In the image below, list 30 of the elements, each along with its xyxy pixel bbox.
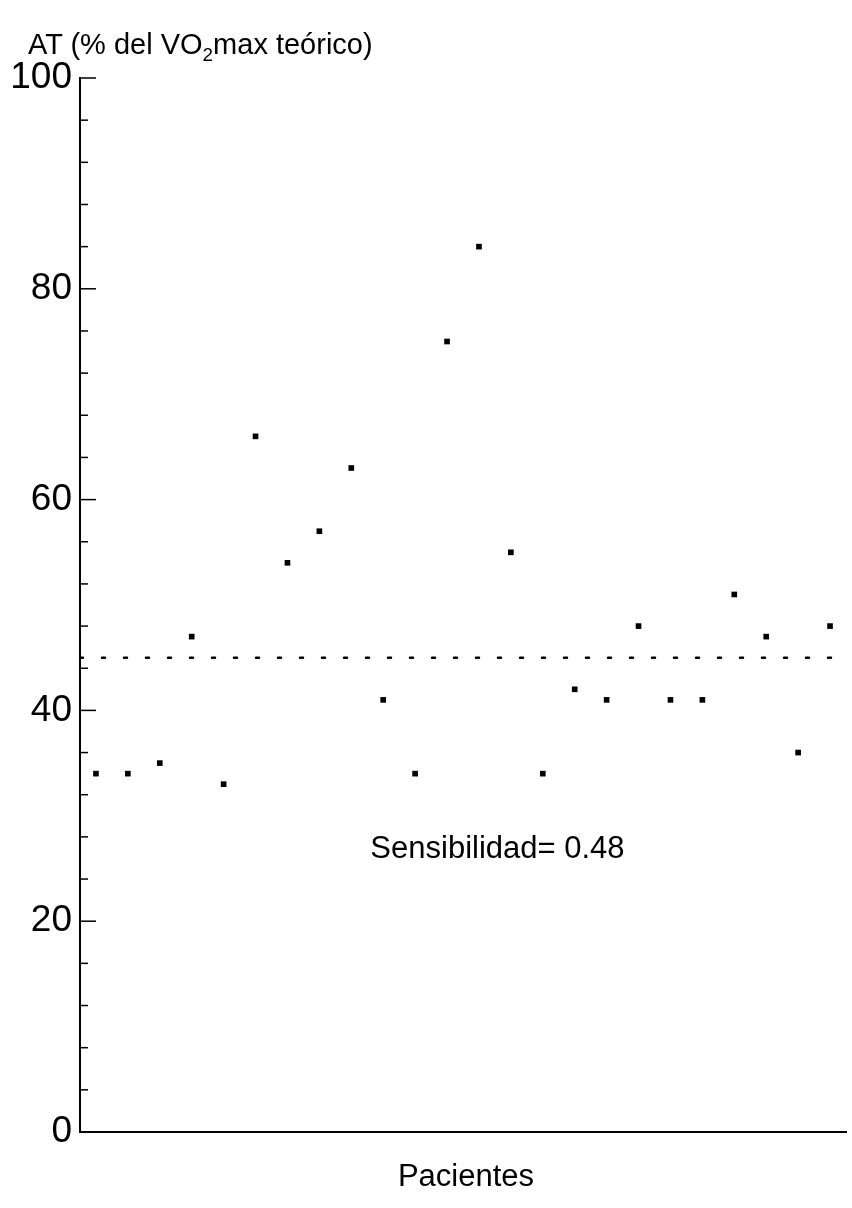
y-tick-label: 0	[51, 1109, 72, 1151]
point	[284, 560, 291, 566]
point	[667, 697, 674, 703]
y-tick-label: 40	[30, 687, 72, 729]
point	[380, 697, 387, 703]
point	[220, 781, 227, 788]
point	[188, 633, 195, 640]
point	[731, 591, 738, 598]
x-axis-title: Pacientes	[396, 1158, 536, 1194]
y-tick-label: 20	[30, 898, 72, 940]
point	[348, 465, 355, 471]
point	[795, 749, 801, 756]
point	[156, 760, 163, 766]
point	[603, 697, 610, 703]
y-tick-label: 60	[30, 476, 72, 518]
point	[763, 633, 770, 640]
point	[476, 243, 482, 250]
point	[571, 686, 578, 693]
point	[444, 338, 450, 345]
point	[508, 549, 514, 556]
point	[699, 697, 706, 703]
y-tick-label: 80	[30, 266, 72, 307]
annotation: Sensibilidad= 0.48	[370, 830, 625, 866]
point	[827, 623, 833, 629]
point	[635, 623, 642, 629]
point	[316, 528, 323, 535]
point	[539, 770, 546, 777]
point	[93, 770, 99, 777]
point	[125, 770, 131, 777]
point	[412, 770, 418, 777]
